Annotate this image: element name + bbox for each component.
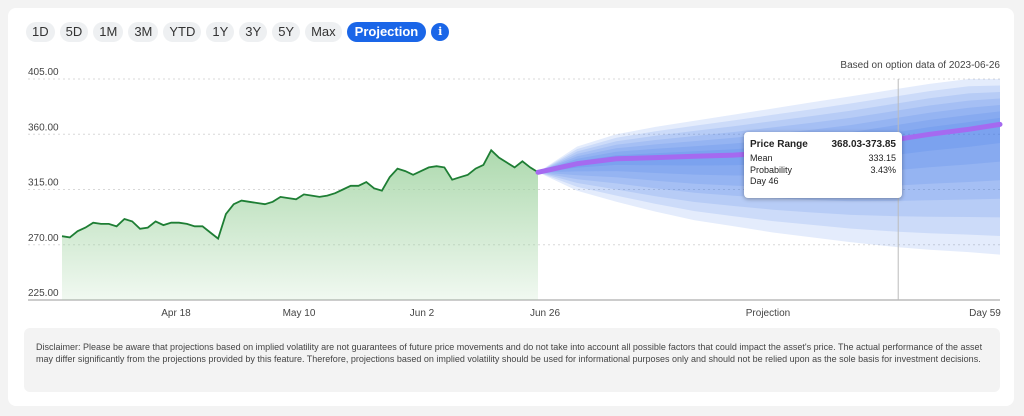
history-area [62, 150, 538, 300]
disclaimer-text: Disclaimer: Please be aware that project… [24, 328, 1000, 392]
range-ytd-button[interactable]: YTD [163, 22, 202, 42]
range-3y-button[interactable]: 3Y [239, 22, 268, 42]
tooltip-probability-value: 3.43% [870, 164, 896, 175]
info-icon[interactable]: i [431, 23, 450, 41]
price-range-tooltip: Price Range 368.03-373.85 Mean 333.15 Pr… [744, 132, 902, 198]
tooltip-range: 368.03-373.85 [831, 139, 896, 150]
x-tick-label: Projection [746, 308, 790, 319]
data-source-note: Based on option data of 2023-06-26 [840, 60, 1000, 71]
tooltip-title: Price Range [750, 139, 808, 150]
x-tick-label: May 10 [283, 308, 316, 319]
range-projection-button[interactable]: Projection [346, 22, 427, 42]
tooltip-mean-label: Mean [750, 153, 773, 163]
tooltip-day-label: Day 46 [750, 176, 779, 186]
range-1m-button[interactable]: 1M [93, 22, 124, 42]
range-3m-button[interactable]: 3M [128, 22, 159, 42]
y-tick-label: 225.00 [28, 288, 59, 299]
range-selector: 1D 5D 1M 3M YTD 1Y 3Y 5Y Max Projection … [26, 22, 450, 42]
x-tick-label: Jun 2 [410, 308, 435, 319]
range-1y-button[interactable]: 1Y [206, 22, 235, 42]
tooltip-probability-label: Probability [750, 164, 793, 175]
x-tick-label: Day 59 [969, 308, 1001, 319]
x-tick-label: Apr 18 [161, 308, 191, 319]
y-tick-label: 360.00 [28, 122, 59, 133]
y-tick-label: 315.00 [28, 178, 59, 189]
range-max-button[interactable]: Max [305, 22, 342, 42]
range-1d-button[interactable]: 1D [26, 22, 55, 42]
y-tick-label: 405.00 [28, 67, 59, 78]
x-tick-label: Jun 26 [530, 308, 560, 319]
range-5d-button[interactable]: 5D [59, 22, 89, 42]
range-5y-button[interactable]: 5Y [272, 22, 301, 42]
y-tick-label: 270.00 [28, 233, 59, 244]
history-line [61, 148, 539, 241]
tooltip-mean-value: 333.15 [868, 153, 896, 163]
